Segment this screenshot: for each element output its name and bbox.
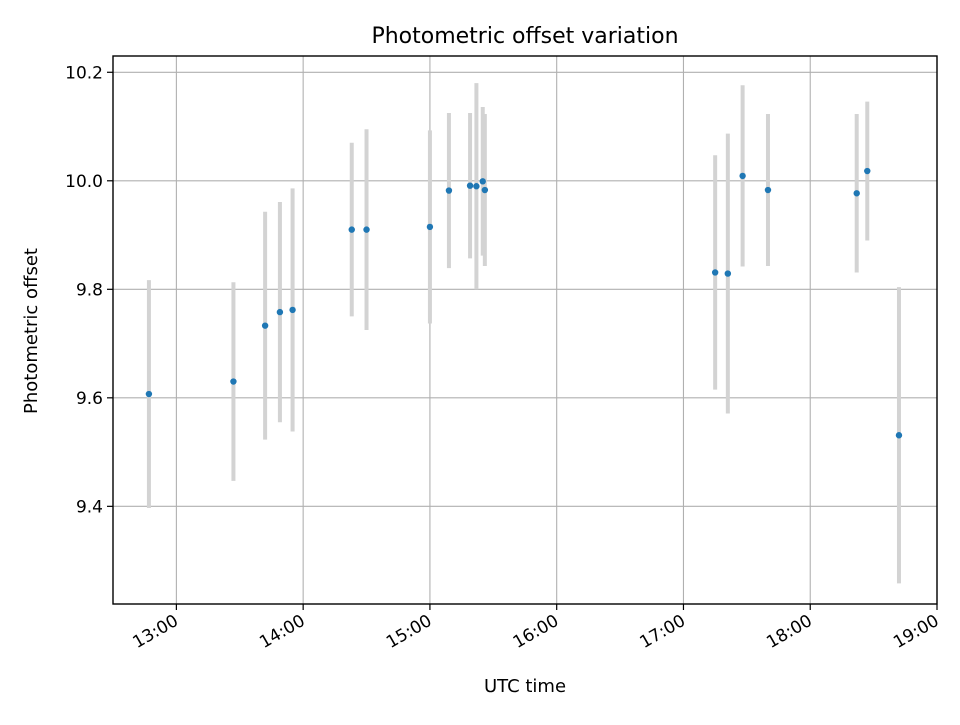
y-tick-label: 10.0 <box>65 172 103 192</box>
x-tick-label: 18:00 <box>763 611 815 653</box>
data-point <box>739 172 746 180</box>
data-point <box>864 167 871 175</box>
y-tick-label: 10.2 <box>65 63 103 83</box>
y-tick-label: 9.4 <box>76 497 103 517</box>
data-point <box>479 178 486 185</box>
data-point <box>473 183 480 190</box>
plot-frame <box>112 55 938 605</box>
data-point <box>289 306 296 314</box>
x-tick-label: 13:00 <box>129 611 181 653</box>
data-point <box>724 270 732 277</box>
data-point <box>426 223 434 231</box>
data-point <box>276 308 284 316</box>
error-bars <box>146 83 901 584</box>
data-point <box>261 322 269 329</box>
data-point <box>145 390 153 398</box>
x-tick-label: 19:00 <box>890 611 942 653</box>
y-axis-label: Photometric offset <box>21 248 42 414</box>
x-tick-label: 16:00 <box>510 611 562 653</box>
chart-title: Photometric offset variation <box>371 24 678 49</box>
data-point <box>230 378 237 385</box>
data-point <box>853 190 860 197</box>
y-axis-ticks: 9.4 9.6 9.8 10.0 10.2 <box>65 63 113 517</box>
data-points <box>145 167 903 439</box>
data-point <box>445 187 453 194</box>
data-point <box>348 226 355 233</box>
data-point <box>481 186 489 194</box>
x-tick-label: 17:00 <box>637 611 689 653</box>
x-axis-label: UTC time <box>484 676 566 697</box>
y-tick-label: 9.6 <box>76 389 103 409</box>
x-tick-label: 14:00 <box>256 611 308 653</box>
data-point <box>363 226 370 233</box>
x-tick-label: 15:00 <box>383 611 435 653</box>
grid-lines <box>113 56 938 604</box>
data-point <box>711 269 719 276</box>
data-point <box>895 432 903 439</box>
data-point <box>466 182 474 189</box>
x-axis-ticks: 13:00 14:00 15:00 16:00 17:00 18:00 19:00 <box>129 604 943 653</box>
y-tick-label: 9.8 <box>76 280 103 300</box>
data-point <box>764 186 772 194</box>
